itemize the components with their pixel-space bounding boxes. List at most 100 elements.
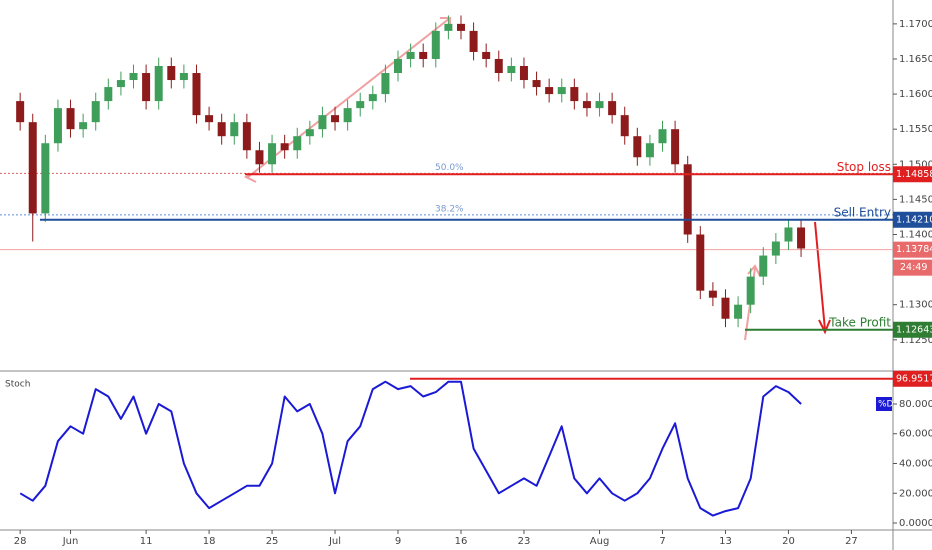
candle-body	[41, 143, 50, 214]
level-name: Stop loss	[837, 160, 891, 174]
candle-body	[318, 115, 327, 130]
candle-body	[482, 51, 491, 59]
candle-body	[356, 101, 365, 109]
y-tick-label: 1.15000	[899, 159, 932, 170]
candle-body	[104, 87, 113, 102]
candle-body	[771, 241, 780, 256]
candle-body	[797, 227, 806, 249]
countdown: 24:49	[900, 262, 927, 273]
candle-body	[507, 65, 516, 74]
candle-body	[419, 51, 428, 59]
last-price-label: 1.13784	[896, 244, 932, 255]
candle-body	[633, 136, 642, 158]
candle-body	[91, 101, 100, 123]
candle-body	[79, 122, 88, 130]
candle-body	[431, 30, 440, 59]
candle-body	[293, 136, 302, 151]
candle-body	[129, 73, 138, 81]
candle-body	[734, 304, 743, 319]
candle-body	[444, 23, 453, 31]
last-price-box	[893, 241, 932, 258]
candle-body	[205, 115, 214, 123]
candle-body	[456, 23, 465, 31]
x-tick-label: 25	[266, 536, 279, 547]
candle-body	[746, 276, 755, 305]
stoch-line	[19, 380, 802, 517]
x-tick-label: 23	[518, 536, 531, 547]
level-box	[893, 321, 932, 338]
candle-body	[280, 143, 289, 151]
countdown-box	[893, 259, 932, 276]
candle-body	[167, 65, 176, 81]
y-tick-label: 20.0000	[899, 488, 932, 499]
x-tick-label: Aug	[590, 536, 610, 547]
x-tick-label: 18	[203, 536, 216, 547]
candle-body	[230, 122, 239, 137]
level-name: Sell Entry	[834, 205, 891, 219]
y-tick-label: 1.14500	[899, 194, 932, 205]
candle-body	[116, 80, 125, 88]
candle-body	[268, 143, 277, 165]
candle-body	[16, 101, 25, 123]
y-tick-label: 1.17000	[899, 19, 932, 30]
candle-body	[708, 290, 717, 298]
candle-body	[381, 73, 390, 95]
candle-body	[595, 101, 604, 109]
x-tick-label: Jul	[328, 536, 341, 547]
candle-body	[683, 164, 692, 235]
candle-body	[343, 108, 352, 123]
candle-body	[331, 115, 340, 123]
candle-body	[394, 58, 403, 74]
candle-body	[645, 143, 654, 158]
level-label: 1.12643	[896, 324, 932, 335]
candle-body	[242, 122, 251, 151]
candle-body	[545, 87, 554, 95]
x-tick-label: 7	[659, 536, 665, 547]
fib-label: 50.0%	[435, 163, 464, 173]
y-tick-label: 1.15500	[899, 124, 932, 135]
legend-label: %D	[878, 400, 894, 410]
candle-body	[192, 73, 201, 116]
x-tick-label: 13	[719, 536, 732, 547]
candle-body	[557, 87, 566, 95]
candle-body	[53, 108, 62, 144]
legend-box	[876, 397, 892, 411]
level-label: 1.14210	[896, 214, 932, 225]
candle-body	[368, 94, 377, 102]
candle-body	[66, 108, 75, 130]
y-tick-label: 1.12500	[899, 335, 932, 346]
x-tick-label: 16	[455, 536, 468, 547]
candle-body	[494, 58, 503, 74]
target-arrow	[814, 221, 831, 335]
x-tick-label: Jun	[62, 536, 79, 547]
candle-body	[784, 227, 793, 242]
y-tick-label: 1.16000	[899, 89, 932, 100]
candle-body	[469, 30, 478, 52]
candle-body	[28, 122, 37, 214]
candle-body	[582, 101, 591, 109]
stoch-level-label: 96.9517	[896, 373, 932, 384]
y-tick-label: 0.0000	[899, 518, 932, 529]
candle-body	[179, 73, 188, 81]
y-tick-label: 1.14000	[899, 229, 932, 240]
x-tick-label: 27	[845, 536, 858, 547]
candle-body	[305, 129, 314, 137]
stoch-level-box	[893, 370, 932, 387]
candle-body	[142, 73, 151, 102]
y-tick-label: 60.0000	[899, 429, 932, 440]
candle-body	[620, 115, 629, 137]
candle-body	[721, 297, 730, 319]
candle-body	[696, 234, 705, 291]
y-tick-label: 80.0000	[899, 399, 932, 410]
candle-body	[217, 122, 226, 137]
candle-body	[608, 101, 617, 116]
level-label: 1.14858	[896, 169, 932, 180]
candle-body	[759, 255, 768, 277]
level-box	[893, 166, 932, 183]
level-name: Take Profit	[828, 315, 891, 329]
candle-body	[406, 51, 415, 59]
candle-body	[658, 129, 667, 144]
y-tick-label: 1.16500	[899, 54, 932, 65]
